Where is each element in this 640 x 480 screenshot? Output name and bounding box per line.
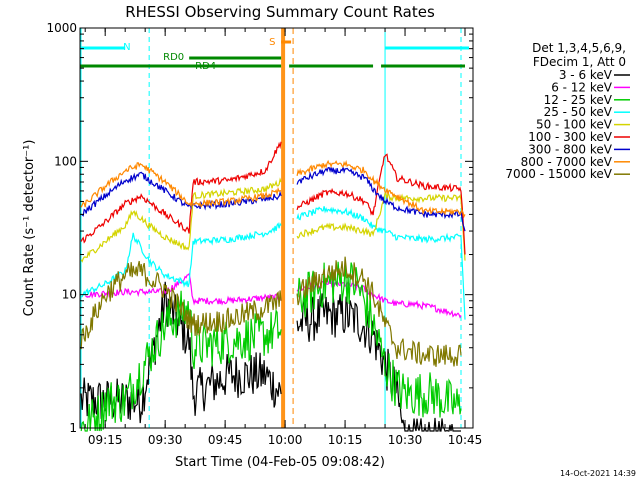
- flag-label-rd0: RD0: [163, 52, 184, 63]
- x-tick-label: 09:15: [88, 433, 123, 447]
- series-line-7: [296, 159, 466, 219]
- legend-header-line1: Det 1,3,4,5,6,9,: [532, 41, 626, 55]
- x-tick-label: 09:30: [148, 433, 183, 447]
- series-line-2: [80, 290, 282, 432]
- series-line-7: [80, 162, 282, 209]
- x-tick-label: 10:30: [388, 433, 423, 447]
- legend-entry-label: 800 - 7000 keV: [521, 155, 613, 169]
- saa-band: [281, 28, 286, 428]
- x-axis-label: Start Time (04-Feb-05 09:08:42): [175, 455, 385, 470]
- legend-entry-label: 25 - 50 keV: [544, 105, 613, 119]
- series-line-4: [80, 177, 282, 263]
- y-axis-label: Count Rate (s⁻¹ detector⁻¹): [22, 140, 37, 317]
- x-tick-label: 09:45: [208, 433, 243, 447]
- y-tick-label: 10: [62, 288, 77, 302]
- series-line-6: [296, 165, 466, 232]
- series-line-0: [296, 293, 461, 432]
- legend-entry-label: 3 - 6 keV: [559, 68, 613, 82]
- series-line-8: [80, 260, 282, 350]
- y-tick-label: 100: [54, 154, 77, 168]
- axes: 09:15 09:30 09:45 10:00 10:15 10:30 10:45 1 10 10…: [46, 21, 482, 447]
- timestamp: 14-Oct-2021 14:39: [560, 469, 636, 478]
- legend-entry-label: 50 - 100 keV: [536, 118, 613, 132]
- x-tick-label: 10:45: [448, 433, 483, 447]
- x-tick-label: 10:00: [268, 433, 303, 447]
- series-line-5: [296, 153, 466, 255]
- x-tick-label: 10:15: [328, 433, 363, 447]
- plot-frame: [79, 27, 474, 429]
- legend-header-line2: FDecim 1, Att 0: [533, 55, 626, 69]
- legend-entry-label: 6 - 12 keV: [551, 80, 613, 94]
- series-line-8: [296, 256, 462, 367]
- flag-label-n: N: [123, 42, 130, 53]
- legend-entry-label: 7000 - 15000 keV: [505, 167, 612, 181]
- flag-label-rd4: RD4: [195, 61, 216, 72]
- legend-entry-label: 300 - 800 keV: [528, 142, 612, 156]
- series-line-3: [296, 206, 466, 320]
- y-tick-label: 1: [69, 421, 77, 435]
- chart-title: RHESSI Observing Summary Count Rates: [125, 3, 435, 21]
- series-line-5: [80, 141, 282, 244]
- series-line-4: [296, 191, 466, 261]
- legend-entry-label: 12 - 25 keV: [544, 93, 613, 107]
- plot-area: N RD0 RD4 S: [80, 28, 470, 432]
- legend: Det 1,3,4,5,6,9, FDecim 1, Att 0 3 - 6 k…: [505, 41, 630, 181]
- y-tick-label: 1000: [46, 21, 77, 35]
- legend-entry-label: 100 - 300 keV: [528, 130, 612, 144]
- flag-label-s: S: [269, 37, 275, 48]
